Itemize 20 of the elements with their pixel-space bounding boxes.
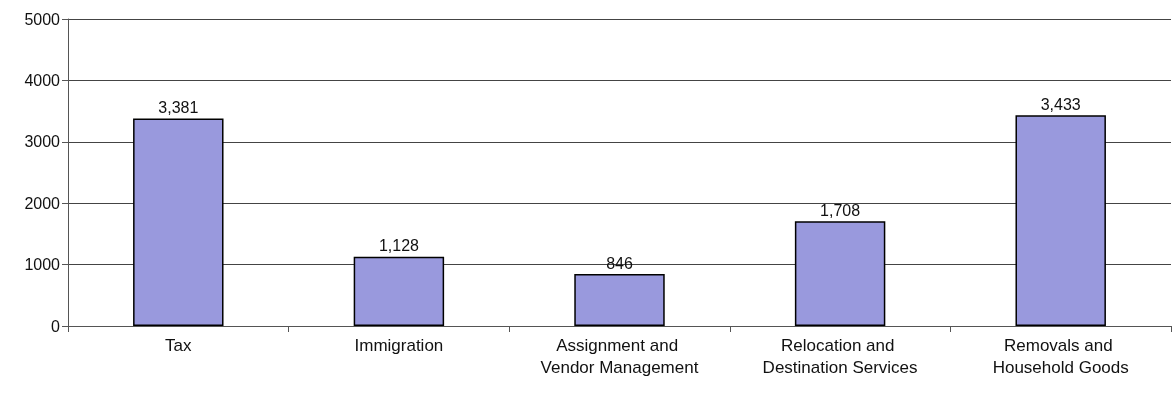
bar bbox=[1015, 115, 1106, 326]
y-tick-label: 1000 bbox=[24, 256, 61, 274]
y-tick-label: 5000 bbox=[24, 10, 61, 28]
bar bbox=[574, 274, 665, 326]
bar bbox=[353, 256, 445, 326]
y-tick-label: 0 bbox=[51, 317, 61, 335]
y-tick-label: 4000 bbox=[24, 71, 61, 89]
x-tick-label: Removals and Household Goods bbox=[992, 335, 1129, 377]
x-tick-label: Relocation and Destination Services bbox=[762, 335, 918, 377]
x-tick-label: Immigration bbox=[354, 335, 444, 355]
y-tick-label: 2000 bbox=[24, 194, 61, 212]
bar bbox=[133, 118, 224, 326]
data-label: 1,708 bbox=[820, 201, 861, 219]
bar bbox=[794, 221, 886, 326]
x-tick-label: Assignment and Vendor Management bbox=[540, 335, 699, 377]
data-label: 3,433 bbox=[1040, 95, 1081, 113]
x-tick-label: Tax bbox=[165, 335, 193, 355]
y-tick-label: 3000 bbox=[24, 133, 61, 151]
data-label: 3,381 bbox=[158, 98, 199, 116]
data-label: 1,128 bbox=[378, 237, 420, 255]
